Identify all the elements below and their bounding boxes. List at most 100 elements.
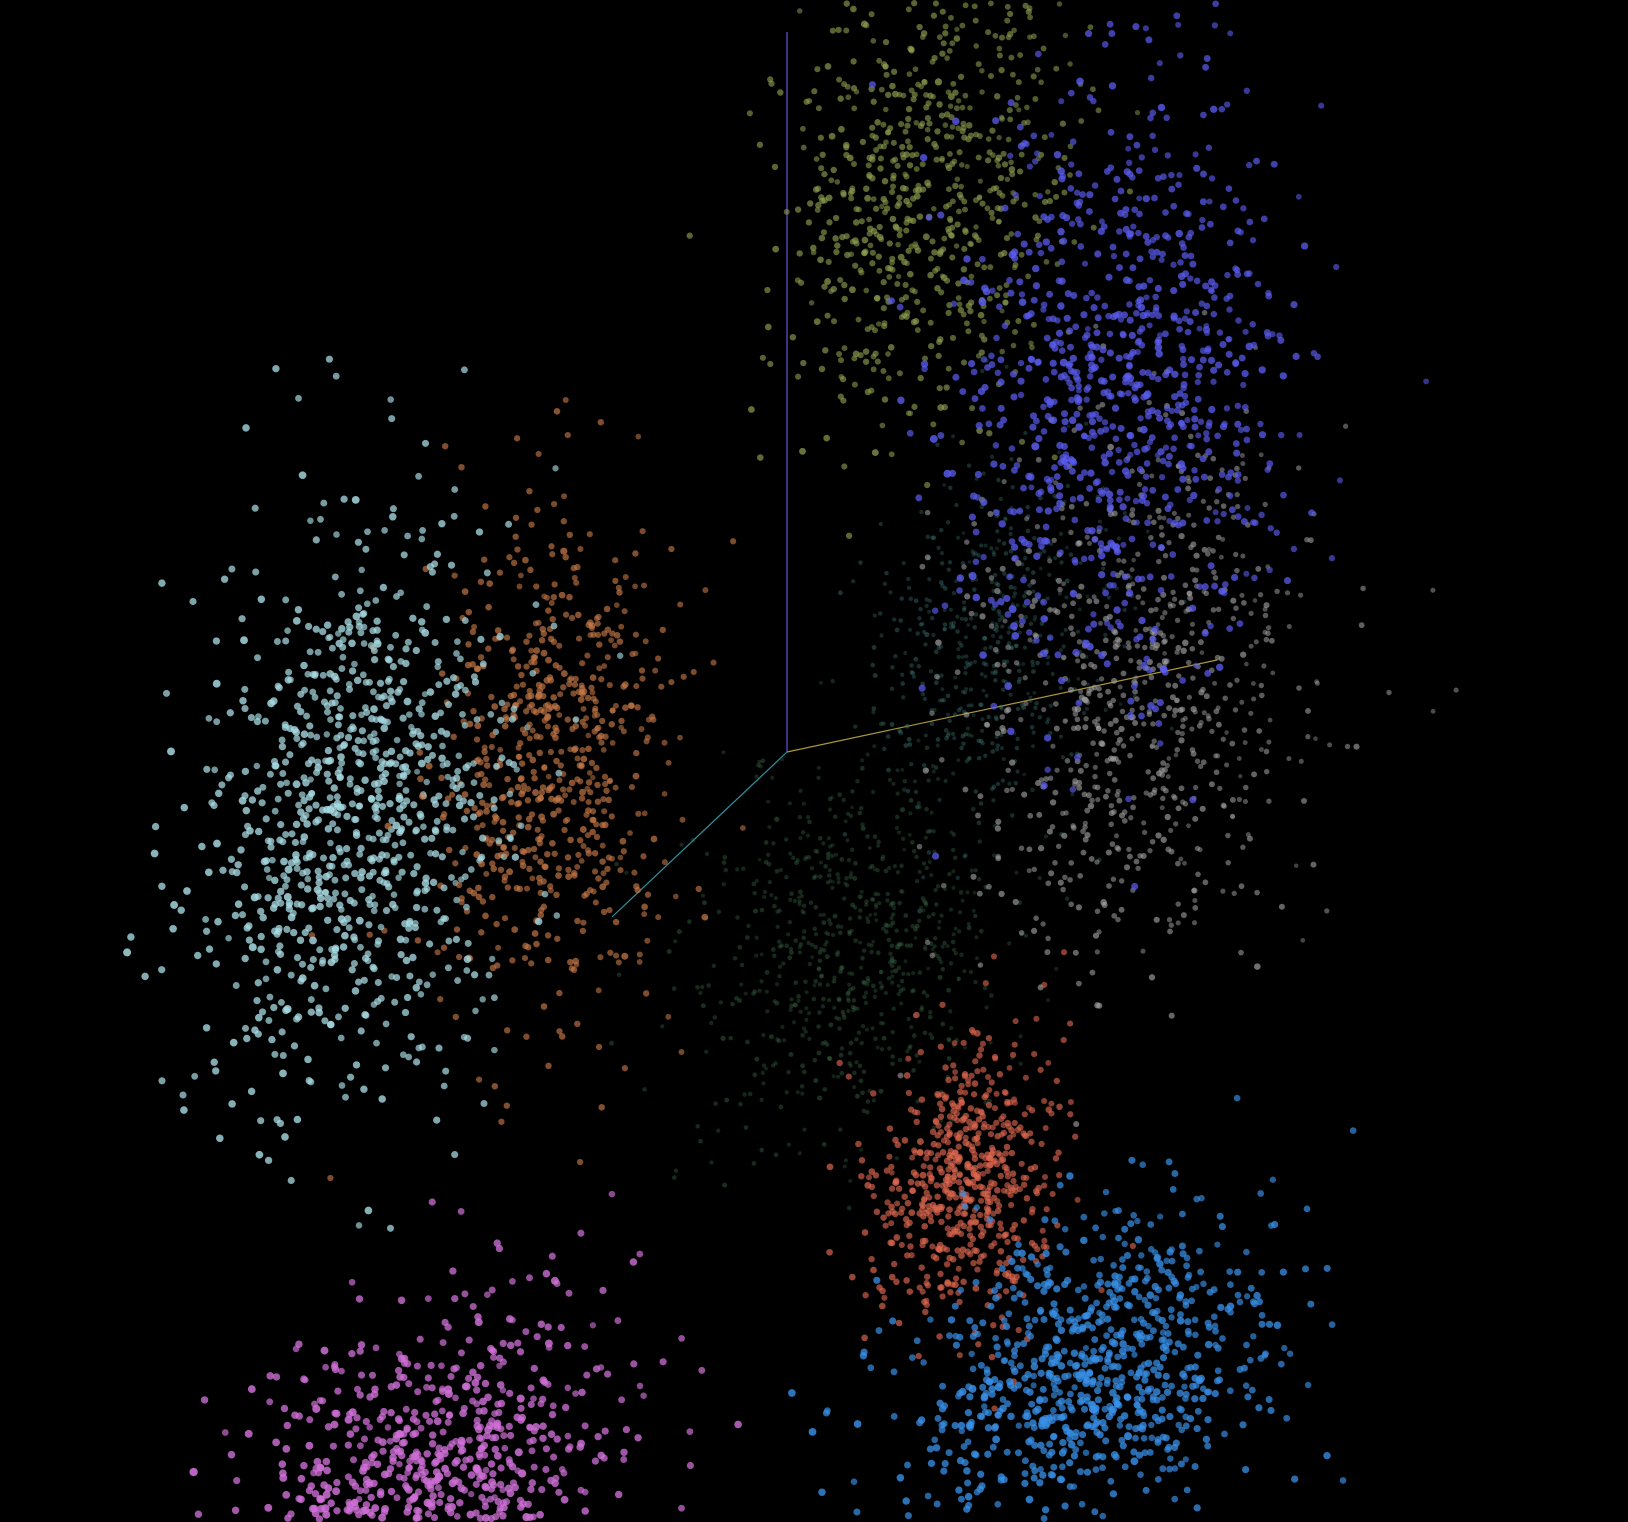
data-point-series-5 [1064,595,1069,600]
data-point-series-2 [969,405,976,412]
data-point-series-3 [1107,624,1114,631]
data-point-series-4 [1084,832,1091,839]
data-point-series-6 [1022,772,1027,777]
data-point-series-1 [601,821,609,829]
data-point-series-0 [470,760,477,767]
data-point-series-2 [1012,261,1019,268]
data-point-series-6 [776,1038,782,1044]
data-point-series-1 [523,663,530,670]
data-point-series-8 [1161,1381,1169,1389]
data-point-series-2 [863,185,870,192]
data-point-series-7 [987,1198,994,1206]
data-point-series-7 [1029,1205,1036,1213]
data-point-series-4 [1175,901,1181,907]
data-point-series-2 [873,147,880,153]
data-point-series-5 [882,746,887,752]
data-point-series-9 [564,1432,572,1440]
data-point-series-1 [622,681,629,688]
data-point-series-4 [1217,785,1223,792]
data-point-series-4 [979,613,986,620]
data-point-series-8 [1107,1477,1115,1485]
data-point-series-7 [1009,1170,1017,1177]
data-point-series-1 [510,691,518,699]
data-point-series-3 [1212,509,1219,516]
data-point-series-1 [533,583,540,590]
data-point-series-3 [1149,486,1157,494]
data-point-series-2 [930,421,937,428]
data-point-series-1 [634,886,641,894]
data-point-series-3 [1040,306,1047,313]
data-point-series-4 [1301,797,1307,804]
data-point-series-3 [1186,496,1193,504]
data-point-series-5 [963,853,968,858]
data-point-series-6 [817,950,823,955]
data-point-series-4 [1105,688,1112,695]
data-point-series-6 [857,810,863,816]
data-point-series-8 [1034,1261,1041,1268]
data-point-series-2 [870,196,877,202]
data-point-series-0 [406,711,413,718]
data-point-series-1 [577,545,584,553]
data-point-series-2 [963,320,970,327]
data-point-series-1 [543,677,551,684]
data-point-series-6 [917,804,922,810]
data-point-series-4 [1141,829,1148,836]
data-point-series-1 [557,691,564,698]
data-point-series-7 [988,1242,995,1250]
data-point-series-0 [335,630,342,637]
data-point-series-4 [1173,821,1179,827]
data-point-series-1 [439,814,447,821]
data-point-series-6 [816,765,821,770]
data-point-series-1 [585,745,592,753]
data-point-series-4 [1106,770,1113,777]
data-point-series-8 [1243,1341,1250,1349]
data-point-series-6 [804,1017,809,1022]
data-point-series-3 [1026,629,1033,636]
data-point-series-2 [1018,438,1026,445]
data-point-series-3 [1125,145,1132,152]
data-point-series-8 [1234,1291,1242,1299]
data-point-series-2 [803,98,810,105]
data-point-series-6 [845,996,851,1001]
data-point-series-8 [1099,1512,1107,1520]
data-point-series-6 [837,792,843,798]
data-point-series-2 [993,93,1001,100]
data-point-series-5 [990,749,996,754]
data-point-series-6 [892,863,898,869]
data-point-series-4 [1231,890,1237,897]
data-point-series-5 [989,546,994,551]
data-point-series-2 [764,323,772,331]
data-point-series-6 [859,1147,864,1152]
data-point-series-1 [702,587,709,594]
data-point-series-0 [395,874,402,882]
data-point-series-2 [912,66,919,73]
data-point-series-5 [1084,706,1090,711]
data-point-series-1 [607,777,614,784]
data-point-series-2 [746,110,753,117]
data-point-series-2 [905,6,912,13]
data-point-series-3 [1157,586,1165,594]
data-point-series-7 [1009,1051,1017,1058]
data-point-series-5 [939,527,944,533]
data-point-series-7 [864,1181,872,1189]
data-point-series-1 [526,735,533,742]
data-point-series-0 [434,663,441,671]
data-point-series-5 [945,693,951,699]
data-point-series-6 [974,935,979,940]
data-point-series-6 [754,1056,760,1062]
data-point-series-1 [464,661,472,669]
data-point-series-6 [889,916,894,921]
data-point-series-0 [338,1082,346,1089]
data-point-series-5 [890,665,895,670]
data-point-series-3 [1216,329,1224,336]
data-point-series-5 [955,875,960,881]
data-point-series-2 [880,195,887,203]
data-point-series-4 [1251,771,1258,778]
data-point-series-2 [920,30,928,37]
data-point-series-6 [789,997,794,1002]
data-point-series-3 [1101,302,1109,310]
data-point-series-4 [1119,708,1126,715]
data-point-series-7 [888,1203,895,1211]
